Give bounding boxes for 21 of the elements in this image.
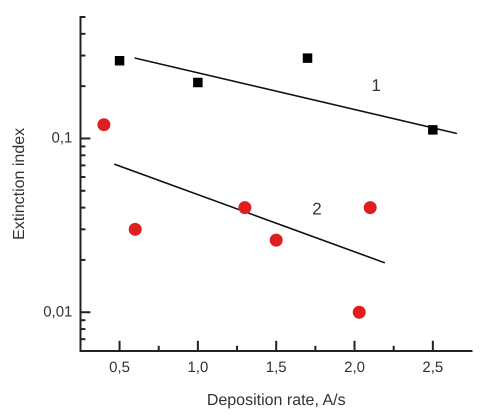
x-tick-label: 2,0 [344,358,365,376]
point [114,56,124,66]
point [364,201,377,214]
x-tick-label: 0,5 [109,358,130,376]
x-tick-label: 1,5 [266,358,287,376]
x-tick-label: 1,0 [187,358,208,376]
point [270,234,283,247]
series-label: 2 [312,200,322,219]
point [352,306,366,319]
series-label: 1 [371,76,381,96]
point [302,53,312,63]
point [128,222,142,236]
point [428,125,438,135]
point [97,118,110,132]
point [238,201,252,214]
y-axis-title: Extinction index [11,128,28,240]
x-tick-label: 2,5 [422,358,444,376]
point [193,78,203,88]
x-axis-title: Deposition rate, A/s [206,392,346,409]
y-tick-label: 0,01 [43,303,72,320]
y-tick-label: 0,1 [52,130,72,147]
